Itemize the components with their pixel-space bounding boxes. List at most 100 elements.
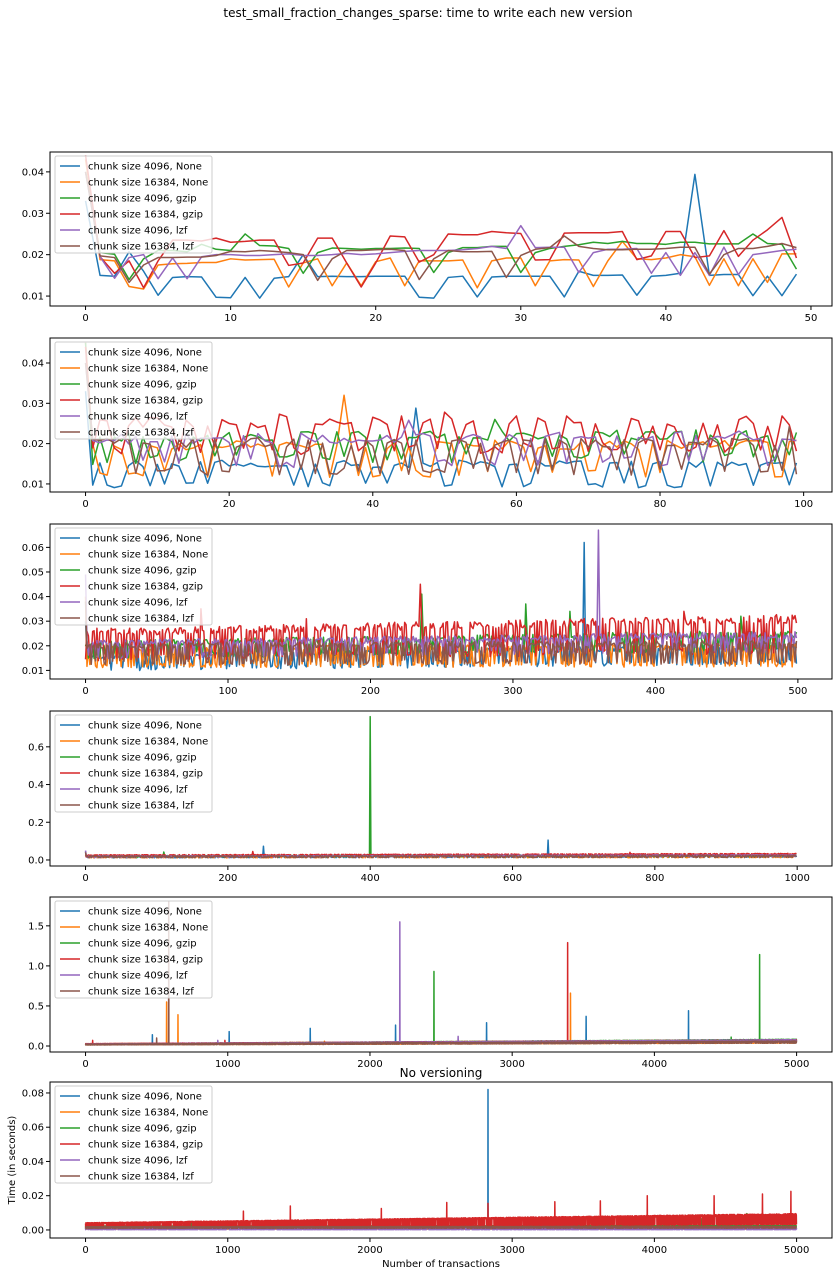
legend-label: chunk size 4096, None [88, 907, 202, 918]
x-axis-label: Number of transactions [382, 1259, 500, 1270]
series-line-6 [84, 901, 798, 1046]
y-tick-label: 0.05 [22, 567, 44, 578]
legend-label: chunk size 4096, gzip [88, 939, 197, 950]
x-tick-label: 600 [503, 873, 522, 884]
y-tick-label: 0.4 [28, 780, 44, 791]
legend: chunk size 4096, None chunk size 16384, N… [54, 341, 213, 440]
legend-label: chunk size 4096, None [88, 1092, 202, 1103]
series-line-4 [84, 1190, 798, 1229]
legend-label: chunk size 4096, lzf [88, 785, 188, 796]
legend: chunk size 4096, None chunk size 16384, N… [54, 527, 213, 626]
x-tick-label: 400 [646, 686, 665, 697]
legend-label: chunk size 16384, gzip [88, 955, 203, 966]
y-tick-label: 0.0 [28, 855, 44, 866]
legend-label: chunk size 4096, gzip [88, 566, 197, 577]
legend-label: chunk size 4096, lzf [88, 412, 188, 423]
series-line-1 [84, 173, 798, 299]
legend-label: chunk size 4096, lzf [88, 226, 188, 237]
x-tick-label: 100 [794, 499, 813, 510]
legend-label: chunk size 16384, lzf [88, 1172, 194, 1183]
series-line-4 [84, 583, 798, 662]
x-tick-label: 1000 [215, 1245, 240, 1256]
legend: chunk size 4096, None chunk size 16384, N… [54, 900, 213, 999]
x-tick-label: 80 [654, 499, 667, 510]
legend-label: chunk size 16384, gzip [88, 769, 203, 780]
legend-label: chunk size 4096, gzip [88, 1124, 197, 1135]
y-tick-label: 0.01 [22, 292, 44, 303]
legend: chunk size 4096, None chunk size 16384, N… [54, 714, 213, 813]
x-tick-label: 10 [224, 313, 237, 324]
x-tick-label: 800 [645, 873, 664, 884]
y-tick-label: 0.04 [22, 592, 44, 603]
x-tick-label: 0 [82, 313, 88, 324]
legend-label: chunk size 4096, gzip [88, 380, 197, 391]
series-line-2 [84, 342, 797, 478]
x-tick-label: 0 [82, 873, 88, 884]
x-tick-label: 200 [361, 686, 380, 697]
subplot-4: 0 200 400 600 800 1000 0.0 0.2 0.4 0.6 chunk size … [28, 710, 833, 884]
legend-label: chunk size 4096, gzip [88, 753, 197, 764]
legend-label: chunk size 4096, None [88, 162, 202, 173]
legend-label: chunk size 4096, None [88, 721, 202, 732]
legend-label: chunk size 4096, gzip [88, 194, 197, 205]
x-tick-label: 100 [218, 686, 237, 697]
y-tick-label: 0.06 [22, 543, 44, 554]
legend-box [54, 1085, 213, 1184]
y-tick-label: 0.01 [22, 479, 44, 490]
x-tick-label: 300 [503, 686, 522, 697]
legend-label: chunk size 16384, lzf [88, 242, 194, 253]
y-tick-label: 0.03 [22, 617, 44, 628]
subplot-2: 0 20 40 60 80 100 0.01 0.02 0.03 0.04 chunk size 4… [22, 337, 833, 510]
y-tick-label: 0.01 [22, 666, 44, 677]
legend: chunk size 4096, None chunk size 16384, N… [54, 155, 213, 254]
series-line-5 [84, 529, 798, 660]
legend-box [54, 341, 213, 440]
subplot-title: No versioning [400, 1066, 483, 1080]
legend-label: chunk size 16384, gzip [88, 396, 203, 407]
x-tick-label: 0 [82, 686, 88, 697]
legend-label: chunk size 16384, lzf [88, 428, 194, 439]
legend-box [54, 527, 213, 626]
legend-label: chunk size 16384, None [88, 737, 208, 748]
plot-area [84, 715, 798, 859]
legend-label: chunk size 16384, lzf [88, 614, 194, 625]
x-tick-label: 1000 [784, 873, 809, 884]
plot-area [84, 529, 798, 672]
legend-label: chunk size 16384, None [88, 923, 208, 934]
x-tick-label: 0 [82, 499, 88, 510]
y-tick-label: 0.02 [22, 250, 44, 261]
x-tick-label: 5000 [784, 1059, 809, 1070]
axes-frame [49, 337, 833, 493]
series-line-2 [84, 992, 798, 1046]
x-tick-label: 3000 [499, 1245, 524, 1256]
plot-area [84, 1088, 798, 1231]
subplot-5: 0 1000 2000 3000 4000 5000 0.0 0.5 1.0 1.5 chunk s… [28, 896, 833, 1070]
legend-label: chunk size 16384, gzip [88, 582, 203, 593]
axes-frame [49, 151, 833, 307]
axes-frame [49, 710, 833, 867]
y-tick-label: 0.5 [28, 1001, 44, 1012]
y-tick-label: 0.04 [22, 358, 44, 369]
subplot-1: 0 10 20 30 40 50 0.01 0.02 0.03 0.04 chunk size 40… [22, 151, 833, 324]
x-tick-label: 400 [361, 873, 380, 884]
plot-area [84, 901, 798, 1046]
legend-label: chunk size 16384, lzf [88, 987, 194, 998]
x-tick-label: 3000 [499, 1059, 524, 1070]
legend-label: chunk size 16384, None [88, 1108, 208, 1119]
axes-frame [49, 523, 833, 680]
y-tick-label: 0.04 [22, 1157, 44, 1168]
x-tick-label: 2000 [357, 1245, 382, 1256]
y-tick-label: 0.02 [22, 641, 44, 652]
y-tick-label: 0.03 [22, 209, 44, 220]
x-tick-label: 0 [82, 1245, 88, 1256]
series-line-6 [84, 852, 797, 859]
y-tick-label: 0.02 [22, 439, 44, 450]
y-tick-label: 0.02 [22, 1191, 44, 1202]
x-tick-label: 2000 [357, 1059, 382, 1070]
legend-box [54, 155, 213, 254]
legend-box [54, 714, 213, 813]
x-tick-label: 40 [366, 499, 379, 510]
x-tick-label: 30 [514, 313, 527, 324]
x-tick-label: 4000 [642, 1059, 667, 1070]
